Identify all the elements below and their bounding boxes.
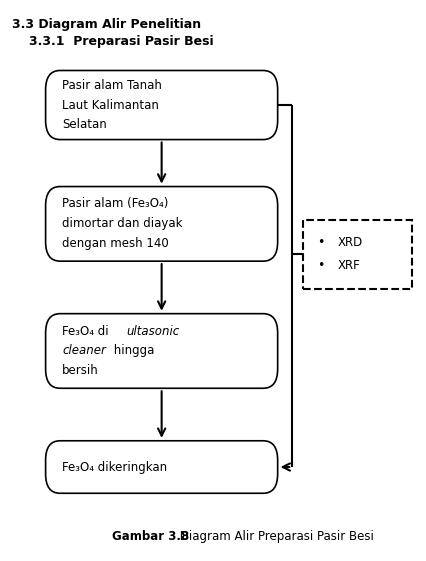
Text: Diagram Alir Preparasi Pasir Besi: Diagram Alir Preparasi Pasir Besi [176, 530, 373, 543]
Text: hingga: hingga [109, 344, 154, 357]
Text: XRD: XRD [337, 236, 362, 249]
Text: Fe₃O₄ dikeringkan: Fe₃O₄ dikeringkan [62, 461, 167, 473]
Text: Pasir alam Tanah: Pasir alam Tanah [62, 79, 162, 91]
Text: 3.3 Diagram Alir Penelitian: 3.3 Diagram Alir Penelitian [12, 18, 201, 31]
Text: Pasir alam (Fe₃O₄): Pasir alam (Fe₃O₄) [62, 197, 168, 210]
FancyBboxPatch shape [46, 314, 277, 388]
Text: •: • [317, 236, 324, 249]
Text: XRF: XRF [337, 259, 360, 272]
Text: bersih: bersih [62, 364, 99, 378]
FancyBboxPatch shape [46, 71, 277, 140]
FancyBboxPatch shape [46, 441, 277, 493]
FancyBboxPatch shape [302, 220, 412, 289]
Text: Fe₃O₄ di: Fe₃O₄ di [62, 325, 112, 338]
Text: dimortar dan diayak: dimortar dan diayak [62, 217, 182, 231]
Text: cleaner: cleaner [62, 344, 106, 357]
Text: ultasonic: ultasonic [126, 325, 179, 338]
Text: Selatan: Selatan [62, 118, 106, 131]
Text: Laut Kalimantan: Laut Kalimantan [62, 99, 158, 112]
Text: 3.3.1  Preparasi Pasir Besi: 3.3.1 Preparasi Pasir Besi [29, 35, 213, 48]
Text: •: • [317, 259, 324, 272]
FancyBboxPatch shape [46, 187, 277, 261]
Text: dengan mesh 140: dengan mesh 140 [62, 237, 169, 250]
Text: Gambar 3.8: Gambar 3.8 [112, 530, 189, 543]
